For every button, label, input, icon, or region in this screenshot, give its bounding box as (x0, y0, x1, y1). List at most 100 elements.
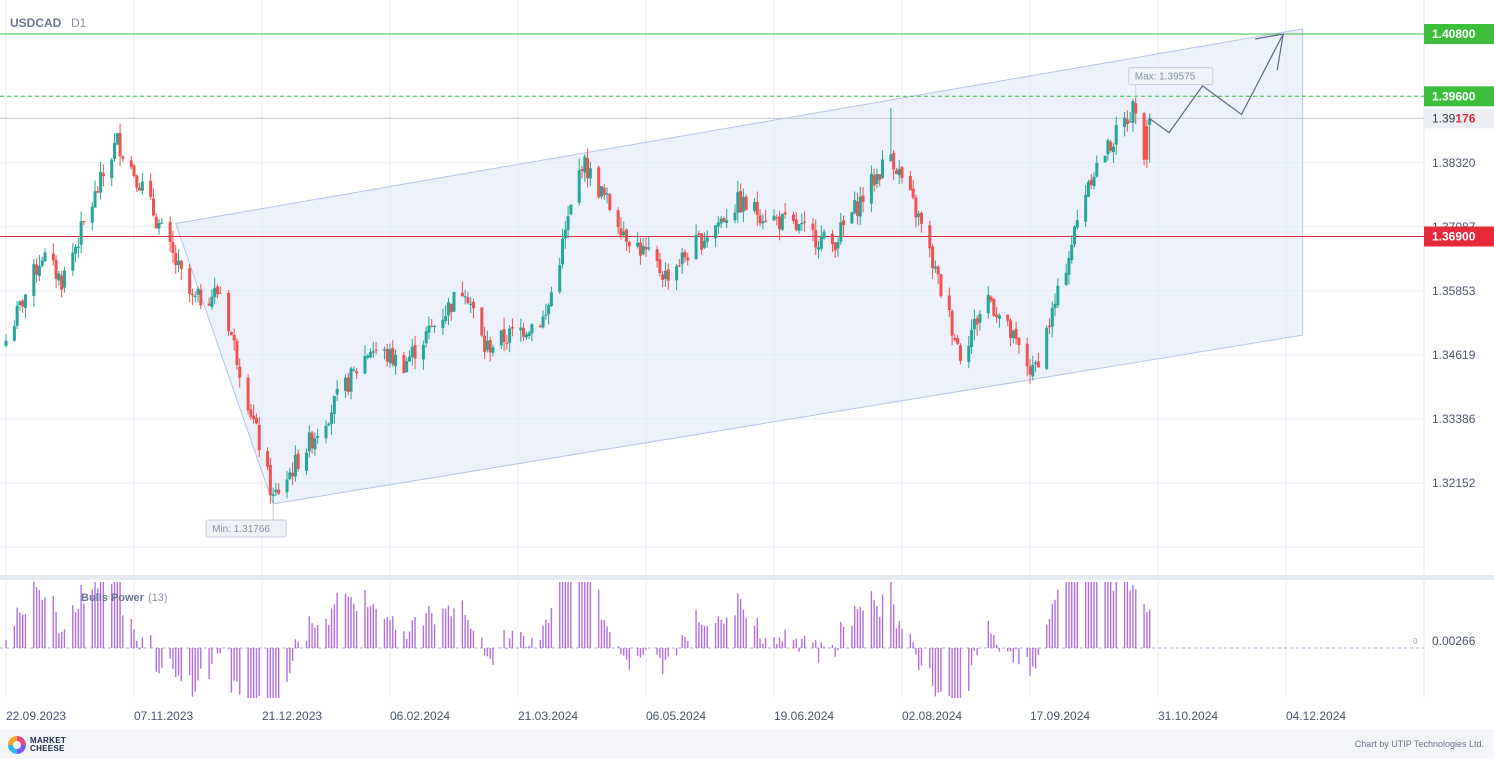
max-annotation-box (1128, 67, 1214, 86)
x-tick-label: 22.09.2023 (6, 709, 66, 723)
candle-body (897, 168, 901, 175)
x-tick-label: 21.12.2023 (262, 709, 322, 723)
candle-body (780, 214, 784, 230)
candle-body (583, 156, 587, 173)
candle-body (811, 223, 815, 230)
candle-body (135, 175, 139, 188)
candle-body (1089, 179, 1093, 186)
candle-body (761, 221, 765, 224)
candle-body (705, 237, 709, 242)
candle-body (21, 300, 25, 307)
candle-body (1034, 362, 1038, 364)
candle-body (744, 196, 748, 210)
candle-body (382, 349, 386, 351)
candle-body (1084, 194, 1088, 222)
candle-body (369, 351, 373, 358)
candle-body (132, 165, 136, 177)
candle-body (307, 432, 311, 452)
min-annotation-label: Min: 1.31766 (212, 524, 270, 535)
candle-body (99, 171, 103, 193)
candle-body (908, 176, 912, 191)
candle-body (43, 252, 47, 262)
candle-body (252, 415, 256, 420)
candle-body (62, 270, 66, 288)
candle-body (480, 307, 484, 336)
candle-body (277, 489, 281, 494)
candle-body (324, 425, 328, 439)
candle-body (129, 160, 133, 167)
candle-body (499, 330, 503, 346)
candle-body (741, 196, 745, 212)
candle-body (586, 158, 590, 179)
x-tick-label: 02.08.2024 (902, 709, 962, 723)
candle-body (775, 217, 779, 219)
candle-body (892, 152, 896, 170)
candle-body (218, 292, 222, 294)
candle-body (51, 253, 55, 261)
candle-body (527, 332, 531, 336)
candle-body (956, 338, 960, 344)
candle-body (1125, 119, 1129, 125)
candle-body (385, 348, 389, 362)
level-tag (1424, 86, 1494, 107)
x-tick-label: 31.10.2024 (1158, 709, 1218, 723)
candle-body (110, 159, 114, 179)
candle-body (1131, 101, 1135, 123)
candle-body (928, 225, 932, 249)
candle-body (469, 303, 473, 305)
candle-body (861, 195, 865, 202)
candle-body (700, 233, 704, 250)
price-chart[interactable]: Max: 1.39575 Min: 1.31766 22.09.2023 07.11… (0, 0, 1494, 730)
candle-body (1067, 258, 1071, 275)
candle-body (997, 315, 1001, 319)
candle-body (196, 288, 200, 295)
x-tick-label: 06.02.2024 (390, 709, 450, 723)
candle-body (917, 213, 921, 217)
candle-body (215, 286, 219, 295)
candle-body (76, 246, 80, 248)
candle-body (858, 196, 862, 217)
logo-line1: MARKET (30, 736, 67, 745)
candle-body (538, 326, 542, 328)
candle-body (875, 173, 879, 184)
candle-body (814, 230, 818, 248)
level-lines (0, 33, 1424, 237)
candle-body (296, 453, 300, 469)
candle-body (407, 356, 411, 362)
candle-body (561, 238, 565, 265)
candle-body (975, 318, 979, 325)
candle-body (989, 296, 993, 301)
candle-body (305, 452, 309, 471)
candle-body (140, 181, 144, 191)
candle-body (121, 156, 125, 159)
candle-body (541, 316, 545, 328)
candle-body (101, 173, 105, 177)
candle-body (174, 253, 178, 266)
candle-body (1128, 121, 1132, 123)
candle-body (524, 334, 528, 338)
candle-body (199, 289, 203, 306)
candle-body (427, 325, 431, 333)
candle-body (177, 260, 181, 265)
candle-body (1073, 226, 1077, 245)
candle-body (410, 346, 414, 357)
candle-body (463, 296, 467, 298)
candle-body (794, 219, 798, 231)
candle-body (1123, 117, 1127, 128)
candle-body (413, 344, 417, 359)
candle-body (1111, 146, 1115, 153)
candle-body (355, 371, 359, 374)
candle-body (35, 264, 39, 275)
candle-body (889, 154, 893, 161)
candle-body (446, 302, 450, 316)
candle-body (1134, 103, 1138, 114)
candle-body (733, 212, 737, 221)
candle-body (619, 228, 623, 236)
candle-body (850, 212, 854, 224)
candle-body (491, 347, 495, 353)
candle-body (819, 236, 823, 249)
candle-body (992, 299, 996, 316)
candle-body (316, 436, 320, 438)
candle-body (483, 335, 487, 352)
candle-body (405, 361, 409, 373)
